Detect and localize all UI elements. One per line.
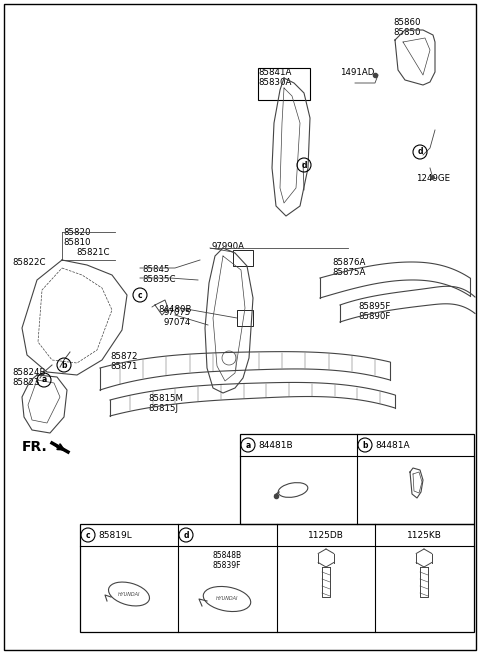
Bar [258, 68, 310, 100]
Text: 1491AD: 1491AD [340, 68, 374, 77]
Text: 97075
97074: 97075 97074 [163, 308, 191, 328]
Text: FR.: FR. [22, 440, 48, 454]
Text: c: c [138, 290, 142, 300]
Text: 1125DB: 1125DB [308, 530, 344, 540]
Text: d: d [417, 148, 423, 156]
Text: 97990A: 97990A [212, 242, 245, 251]
Text: 85876A
85875A: 85876A 85875A [332, 258, 365, 277]
Bar [80, 524, 474, 632]
Text: HYUNDAI: HYUNDAI [118, 591, 140, 596]
Text: 85872
85871: 85872 85871 [110, 352, 137, 371]
Text: 1125KB: 1125KB [407, 530, 442, 540]
Text: c: c [86, 530, 90, 540]
Text: 85860
85850: 85860 85850 [393, 18, 420, 37]
Bar [237, 310, 253, 326]
Text: 84481B: 84481B [258, 441, 293, 449]
Bar [240, 434, 474, 524]
Text: b: b [362, 441, 368, 449]
Text: 84480B: 84480B [158, 305, 192, 314]
Text: 85821C: 85821C [76, 248, 109, 257]
Text: 85824B
85823: 85824B 85823 [12, 368, 46, 387]
Text: 85848B
85839F: 85848B 85839F [213, 551, 241, 570]
Polygon shape [52, 443, 68, 452]
Text: 85819L: 85819L [98, 530, 132, 540]
Text: 85815M
85815J: 85815M 85815J [148, 394, 183, 413]
Text: HYUNDAI: HYUNDAI [216, 596, 238, 602]
Text: 85820
85810: 85820 85810 [63, 228, 91, 247]
Text: a: a [245, 441, 251, 449]
Bar [233, 250, 253, 266]
Text: 1249GE: 1249GE [416, 174, 450, 183]
Text: 85841A: 85841A [258, 68, 291, 77]
Text: 84481A: 84481A [375, 441, 409, 449]
Text: 85830A: 85830A [258, 78, 291, 87]
Text: d: d [301, 160, 307, 169]
Text: a: a [41, 375, 47, 385]
Text: d: d [183, 530, 189, 540]
Text: 85895F
85890F: 85895F 85890F [358, 302, 390, 321]
Text: 85822C: 85822C [12, 258, 46, 267]
Text: b: b [61, 360, 67, 370]
Text: 85845
85835C: 85845 85835C [142, 265, 176, 284]
